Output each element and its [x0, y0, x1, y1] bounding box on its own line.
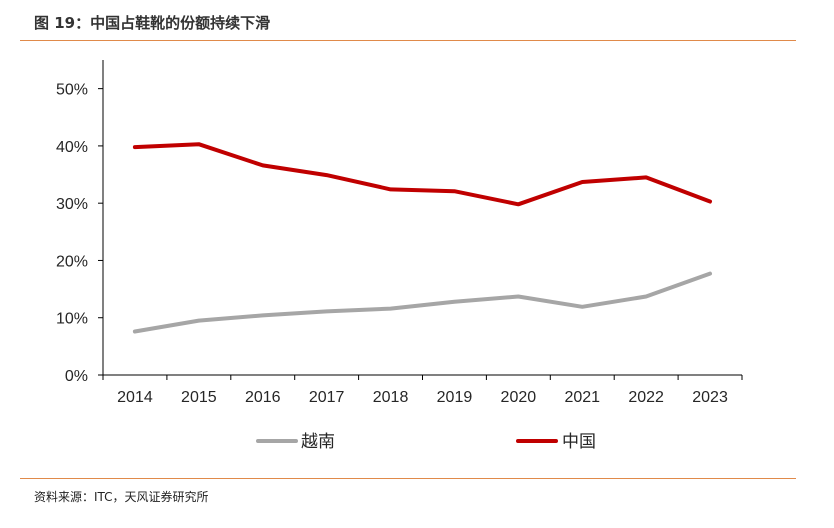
x-tick-label: 2015: [181, 389, 217, 406]
figure-title: 图 19：中国占鞋靴的份额持续下滑: [34, 14, 271, 32]
x-tick-label: 2016: [245, 389, 281, 406]
x-axis-tick-labels: 2014 2015 2016 2017 2018 2019 2020 2021 2022 2023: [117, 389, 728, 406]
series-line-vietnam: [132, 271, 712, 334]
x-tick-label: 2020: [501, 389, 537, 406]
y-tick-label: 40%: [56, 139, 88, 156]
y-tick-label: 0%: [65, 368, 88, 385]
top-divider: [20, 40, 796, 41]
y-tick-label: 20%: [56, 253, 88, 270]
y-tick-label: 10%: [56, 311, 88, 328]
y-tick-label: 50%: [56, 82, 88, 99]
x-tick-label: 2021: [564, 389, 600, 406]
series-lines: [132, 142, 712, 334]
legend: 越南 中国: [256, 432, 596, 452]
x-tick-label: 2018: [373, 389, 409, 406]
y-tick-label: 30%: [56, 196, 88, 213]
source-note: 资料来源：ITC，天风证券研究所: [34, 490, 209, 504]
axes: [98, 60, 743, 380]
x-tick-label: 2023: [692, 389, 728, 406]
legend-label: 中国: [562, 432, 596, 452]
x-tick-label: 2014: [117, 389, 153, 406]
x-tick-label: 2019: [437, 389, 473, 406]
series-line-china: [132, 142, 712, 207]
y-axis-tick-labels: 0% 10% 20% 30% 40% 50%: [56, 82, 88, 385]
x-tick-label: 2022: [628, 389, 664, 406]
legend-label: 越南: [301, 432, 335, 452]
x-tick-label: 2017: [309, 389, 345, 406]
bottom-divider: [20, 478, 796, 479]
